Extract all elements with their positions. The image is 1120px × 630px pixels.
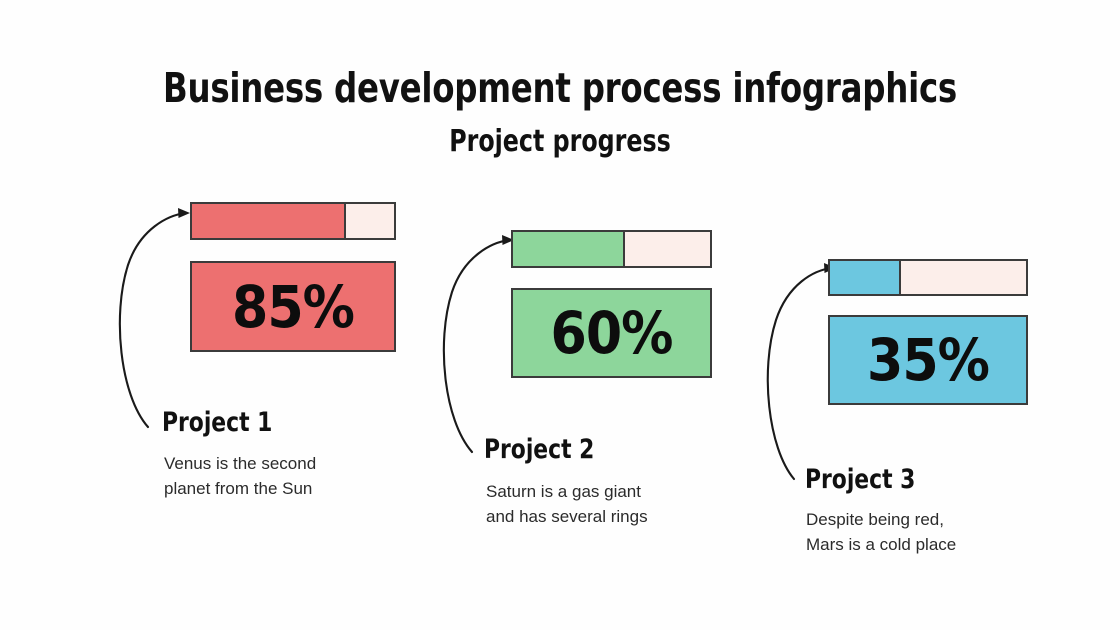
project-description-2-line1: Saturn is a gas giant: [486, 482, 641, 501]
progress-bar-fill-2: [513, 232, 626, 266]
percent-label-3: 35%: [867, 326, 990, 394]
project-description-3-line2: Mars is a cold place: [806, 534, 957, 554]
project-description-2-line2: and has several rings: [486, 506, 648, 526]
progress-bar-2: [511, 230, 712, 268]
project-description-1-line2: planet from the Sun: [164, 478, 313, 498]
percent-panel-3: 35%: [828, 315, 1028, 405]
project-description-1-line1: Venus is the second: [164, 454, 317, 473]
percent-panel-2: 60%: [511, 288, 712, 378]
progress-bar-fill-3: [830, 261, 901, 294]
progress-bar-1: [190, 202, 396, 240]
project-description-3-line1: Despite being red,: [806, 510, 944, 529]
percent-panel-1: 85%: [190, 261, 396, 352]
project-title-1: Project 1: [162, 407, 273, 438]
project-title-3: Project 3: [805, 464, 916, 495]
project-description-2: Saturn is a gas giant and has several ri…: [486, 480, 648, 529]
page-subtitle: Project progress: [449, 124, 671, 159]
progress-bar-3: [828, 259, 1028, 296]
progress-bar-fill-1: [192, 204, 346, 238]
project-description-1: Venus is the second planet from the Sun: [164, 452, 316, 501]
percent-label-2: 60%: [550, 299, 674, 367]
project-title-2: Project 2: [484, 434, 595, 465]
percent-label-1: 85%: [232, 272, 355, 341]
project-description-3: Despite being red, Mars is a cold place: [806, 508, 956, 557]
page-title: Business development process infographic…: [162, 64, 958, 112]
